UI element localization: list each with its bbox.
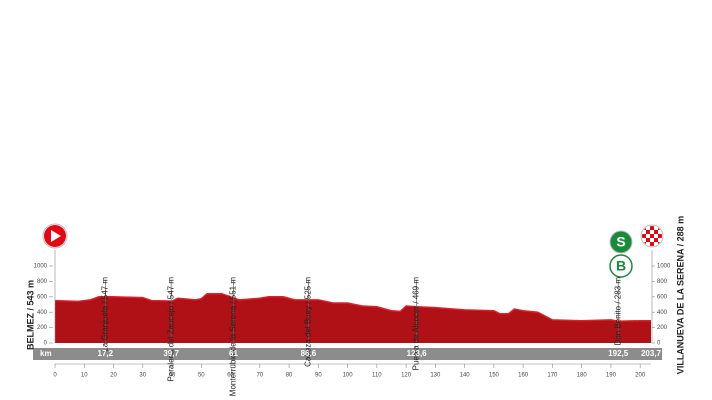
waypoint-name: Cabeza del Buey / 525 m	[303, 277, 312, 367]
km-strip	[33, 348, 662, 360]
x-tick-label: 50	[198, 373, 205, 379]
finish-label: VILLANUEVA DE LA SERENA / 288 m	[675, 216, 685, 374]
km-label: km	[40, 349, 52, 358]
waypoint-km: 123,6	[407, 349, 428, 358]
profile-fill	[55, 293, 651, 343]
y-tick-label-right: 1000	[657, 264, 671, 270]
x-tick-label: 150	[489, 373, 500, 379]
profile-texture	[55, 293, 651, 343]
waypoint-km: 192,5	[608, 349, 629, 358]
x-tick-label: 180	[577, 373, 588, 379]
y-tick-label: 0	[44, 341, 48, 347]
y-tick-label: 800	[37, 279, 48, 285]
waypoint-name: Don Benito / 283 m	[613, 277, 622, 346]
x-tick-label: 130	[430, 373, 441, 379]
waypoint-name: Puebla de Alcocer / 469 m	[412, 277, 421, 371]
svg-text:S: S	[616, 234, 625, 250]
waypoint-name: Peraleda del Zaucejo / 547 m	[166, 277, 175, 382]
y-tick-label: 600	[37, 294, 48, 300]
x-tick-label: 170	[547, 373, 558, 379]
finish-km: 203,7	[641, 349, 662, 358]
start-label: BELMEZ / 543 m	[25, 280, 35, 350]
y-tick-label-right: 600	[657, 294, 668, 300]
x-tick-label: 0	[53, 373, 57, 379]
x-tick-label: 190	[606, 373, 617, 379]
waypoint-name: La Granjuela / 547 m	[100, 277, 109, 352]
profile-line	[54, 292, 652, 322]
y-tick-label: 1000	[34, 264, 48, 270]
start-icon	[42, 223, 68, 249]
x-tick-label: 160	[518, 373, 529, 379]
x-tick-label: 70	[256, 373, 263, 379]
bonus-icon: B	[609, 254, 633, 278]
sprint-icon: S	[609, 230, 633, 254]
svg-text:B: B	[616, 258, 626, 274]
x-tick-label: 20	[110, 373, 117, 379]
x-tick-label: 110	[372, 373, 382, 379]
y-tick-label-right: 400	[657, 310, 668, 316]
x-tick-label: 140	[460, 373, 471, 379]
x-tick-label: 90	[315, 373, 322, 379]
waypoint-km: 86,6	[301, 349, 317, 358]
x-tick-label: 30	[139, 373, 146, 379]
x-tick-label: 100	[343, 373, 354, 379]
y-tick-label-right: 0	[657, 341, 661, 347]
x-tick-label: 80	[286, 373, 293, 379]
x-tick-label: 40	[169, 373, 176, 379]
x-tick-label: 60	[227, 373, 234, 379]
y-tick-label: 200	[37, 325, 48, 331]
y-tick-label-right: 200	[657, 325, 668, 331]
y-tick-label-right: 800	[657, 279, 668, 285]
waypoint-km: 61	[229, 349, 238, 358]
x-tick-label: 200	[635, 373, 646, 379]
x-tick-label: 120	[401, 373, 412, 379]
finish-icon	[640, 224, 664, 248]
waypoint-km: 39,7	[163, 349, 179, 358]
waypoint-km: 17,2	[98, 349, 114, 358]
y-tick-label: 400	[37, 310, 48, 316]
x-tick-label: 10	[81, 373, 88, 379]
waypoint-name: Monterrubio de la Serena / 551 m	[229, 277, 238, 397]
